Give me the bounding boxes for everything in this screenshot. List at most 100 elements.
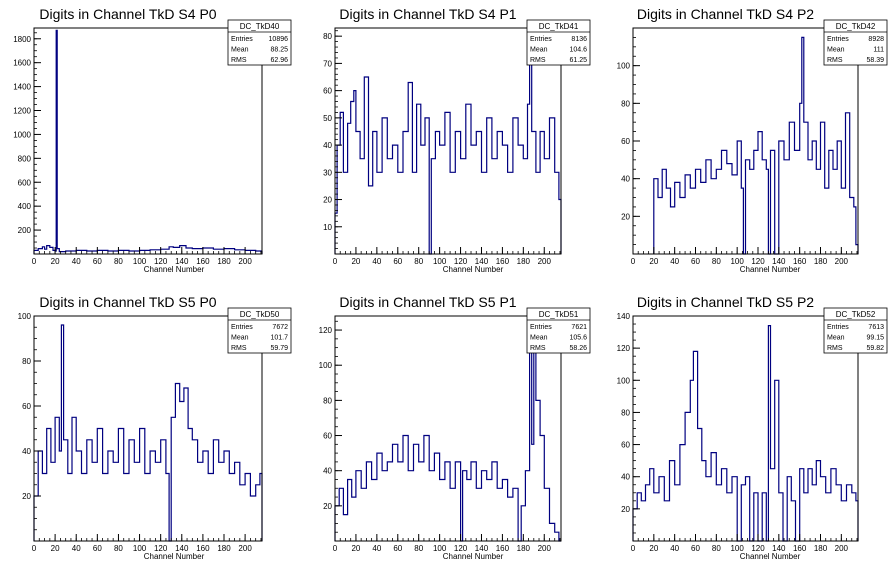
chart-title: Digits in Channel TkD S4 P1 (339, 6, 516, 22)
y-tick-label: 80 (323, 32, 332, 41)
x-tick-label: 180 (814, 257, 828, 266)
stats-label: Entries (231, 36, 253, 43)
chart-title: Digits in Channel TkD S5 P2 (637, 294, 814, 310)
histogram-series (334, 46, 562, 255)
y-tick-label: 200 (18, 226, 32, 235)
stats-value: 59.79 (270, 345, 288, 352)
stats-box-frame (526, 307, 591, 354)
y-tick-label: 40 (621, 175, 630, 184)
x-tick-label: 200 (238, 544, 252, 553)
y-tick-label: 40 (323, 467, 332, 476)
stats-value: 8928 (868, 36, 884, 43)
stats-label: RMS (530, 57, 546, 64)
x-tick-label: 160 (793, 257, 807, 266)
x-tick-label: 120 (154, 544, 168, 553)
x-tick-label: 180 (517, 544, 531, 553)
x-tick-label: 100 (730, 544, 744, 553)
stats-box-name: DC_TkD40 (240, 22, 280, 31)
stats-value: 58.26 (569, 345, 587, 352)
y-tick-label: 40 (621, 473, 630, 482)
x-tick-label: 200 (238, 257, 252, 266)
y-tick-label: 1400 (13, 83, 31, 92)
x-tick-label: 40 (72, 257, 81, 266)
x-tick-label: 0 (631, 544, 636, 553)
chart-title: Digits in Channel TkD S5 P0 (39, 294, 216, 310)
histogram-panel: Digits in Channel TkD S4 P2 20 40 60 80 100 0 2… (617, 6, 888, 274)
y-tick-label: 20 (323, 502, 332, 511)
x-tick-label: 20 (51, 257, 60, 266)
x-tick-label: 160 (196, 257, 210, 266)
x-tick-label: 200 (538, 257, 552, 266)
stats-label: Entries (827, 324, 849, 331)
x-tick-label: 0 (32, 257, 37, 266)
x-axis-label: Channel Number (443, 552, 504, 561)
stats-box: DC_TkD52 Entries 7613 Mean 99.15 RMS 59.82 (823, 307, 888, 354)
x-tick-label: 60 (393, 257, 402, 266)
histogram-series (653, 36, 859, 255)
stats-label: Mean (530, 47, 548, 54)
x-tick-label: 80 (712, 257, 721, 266)
y-tick-label: 1000 (13, 130, 31, 139)
stats-label: RMS (827, 345, 843, 352)
y-tick-label: 60 (323, 87, 332, 96)
x-tick-label: 80 (114, 544, 123, 553)
x-tick-label: 200 (835, 257, 849, 266)
histogram-panel: Digits in Channel TkD S5 P2 20 40 60 80 100 12… (617, 294, 888, 561)
histogram-series (33, 324, 263, 542)
x-tick-label: 60 (691, 544, 700, 553)
x-tick-label: 20 (351, 544, 360, 553)
x-axis-label: Channel Number (144, 265, 205, 274)
stats-value: 105.6 (569, 335, 587, 342)
x-axis-label: Channel Number (443, 265, 504, 274)
y-tick-label: 40 (323, 141, 332, 150)
stats-label: RMS (530, 345, 546, 352)
y-tick-label: 60 (323, 432, 332, 441)
stats-value: 61.25 (569, 57, 587, 64)
x-tick-label: 80 (414, 257, 423, 266)
chart-title: Digits in Channel TkD S4 P2 (637, 6, 814, 22)
x-tick-label: 140 (772, 257, 786, 266)
y-tick-label: 20 (621, 212, 630, 221)
y-tick-label: 30 (323, 168, 332, 177)
plot-frame (334, 315, 562, 542)
y-tick-label: 800 (18, 154, 32, 163)
x-tick-label: 100 (730, 257, 744, 266)
x-tick-label: 40 (372, 257, 381, 266)
stats-box-name: DC_TkD50 (240, 310, 280, 319)
y-tick-label: 1200 (13, 107, 31, 116)
stats-value: 101.7 (270, 335, 288, 342)
x-tick-label: 100 (133, 257, 147, 266)
stats-box-name: DC_TkD52 (836, 310, 876, 319)
x-axis-label: Channel Number (740, 552, 801, 561)
x-tick-label: 120 (751, 544, 765, 553)
stats-label: Mean (231, 47, 249, 54)
stats-label: Mean (827, 47, 845, 54)
x-tick-label: 60 (691, 257, 700, 266)
x-tick-label: 140 (772, 544, 786, 553)
stats-value: 7672 (272, 324, 288, 331)
y-tick-label: 100 (18, 312, 32, 321)
stats-label: RMS (231, 345, 247, 352)
y-tick-label: 80 (22, 357, 31, 366)
y-tick-label: 40 (22, 447, 31, 456)
stats-box: DC_TkD41 Entries 8136 Mean 104.6 RMS 61.25 (526, 19, 591, 66)
y-tick-label: 20 (621, 505, 630, 514)
y-tick-label: 400 (18, 202, 32, 211)
x-tick-label: 40 (670, 257, 679, 266)
y-tick-label: 1600 (13, 59, 31, 68)
x-tick-label: 0 (333, 257, 338, 266)
x-tick-label: 20 (649, 544, 658, 553)
y-tick-label: 1800 (13, 35, 31, 44)
x-tick-label: 120 (454, 544, 468, 553)
x-tick-label: 100 (433, 544, 447, 553)
stats-box-frame (823, 19, 888, 66)
x-tick-label: 60 (93, 257, 102, 266)
x-tick-label: 0 (631, 257, 636, 266)
stats-label: Mean (231, 335, 249, 342)
stats-label: RMS (231, 57, 247, 64)
y-tick-label: 120 (319, 326, 333, 335)
stats-box: DC_TkD51 Entries 7621 Mean 105.6 RMS 58.26 (526, 307, 591, 354)
x-tick-label: 40 (372, 544, 381, 553)
x-tick-label: 120 (454, 257, 468, 266)
stats-label: Entries (827, 36, 849, 43)
